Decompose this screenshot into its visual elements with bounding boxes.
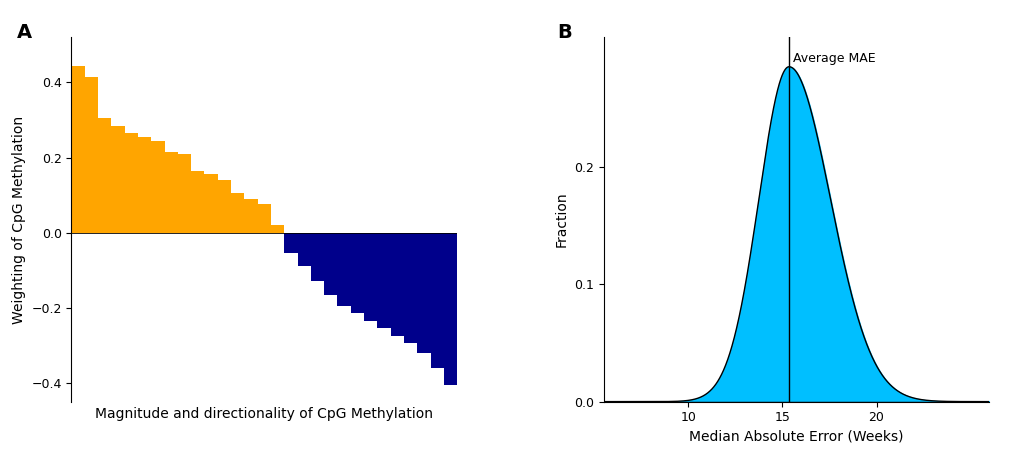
Bar (390, 233, 404, 336)
X-axis label: Magnitude and directionality of CpG Methylation: Magnitude and directionality of CpG Meth… (95, 407, 433, 421)
Bar (271, 225, 284, 233)
Bar (324, 233, 337, 295)
Y-axis label: Weighting of CpG Methylation: Weighting of CpG Methylation (12, 115, 25, 324)
Bar (71, 65, 85, 233)
Bar (351, 233, 364, 313)
Bar (191, 170, 204, 233)
Bar (138, 137, 151, 233)
Bar (111, 126, 124, 233)
Bar (284, 233, 298, 253)
Bar (417, 233, 430, 353)
Bar (204, 175, 217, 233)
Bar (85, 77, 98, 233)
Bar (443, 233, 457, 385)
Y-axis label: Fraction: Fraction (554, 191, 568, 248)
Bar (245, 199, 258, 233)
Bar (404, 233, 417, 343)
Bar (377, 233, 390, 328)
Bar (98, 118, 111, 233)
Bar (364, 233, 377, 321)
Text: B: B (556, 23, 572, 42)
Bar (258, 205, 271, 233)
Bar (217, 180, 230, 233)
Bar (124, 133, 138, 233)
Bar (337, 233, 351, 306)
Bar (430, 233, 443, 368)
Bar (164, 152, 177, 233)
Text: Average MAE: Average MAE (792, 52, 874, 65)
X-axis label: Median Absolute Error (Weeks): Median Absolute Error (Weeks) (689, 430, 903, 444)
Bar (230, 193, 245, 233)
Bar (177, 154, 191, 233)
Bar (311, 233, 324, 282)
Bar (298, 233, 311, 267)
Bar (151, 141, 164, 233)
Text: A: A (17, 23, 33, 42)
